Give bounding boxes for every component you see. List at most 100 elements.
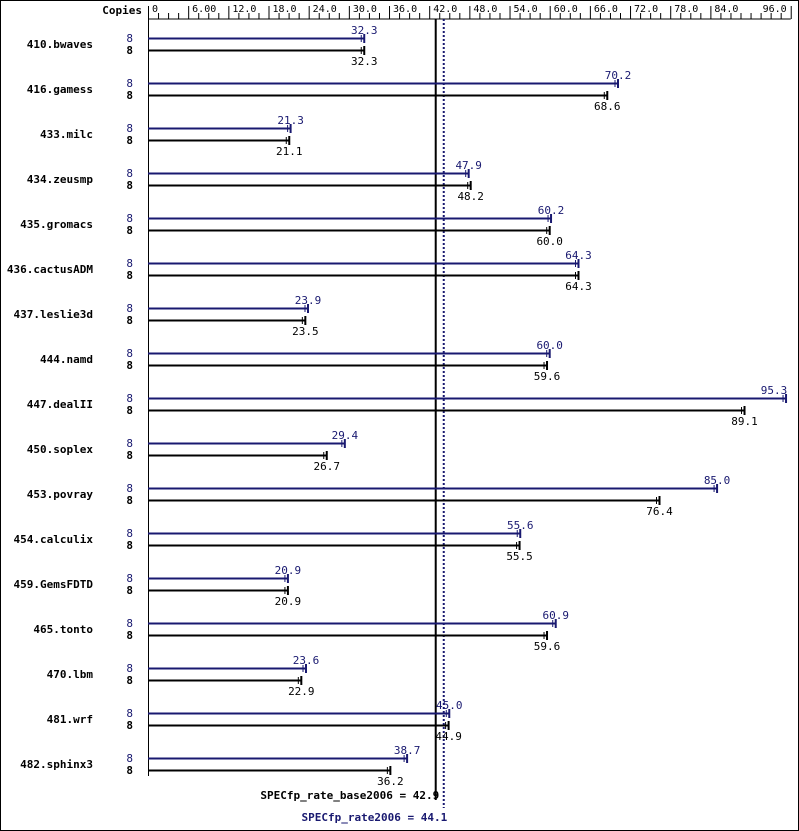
base-copies-label: 8: [126, 314, 133, 327]
x-tick-label: 54.0: [514, 4, 538, 15]
base-value-label: 26.7: [314, 460, 341, 473]
base-value-label: 36.2: [377, 775, 404, 788]
peak-copies-label: 8: [126, 302, 133, 315]
peak-value-label: 45.0: [436, 699, 463, 712]
base-copies-label: 8: [126, 494, 133, 507]
x-tick-label: 84.0: [714, 4, 738, 15]
benchmark-label: 416.gamess: [27, 83, 93, 96]
peak-value-label: 95.3: [761, 384, 788, 397]
benchmark-label: 436.cactusADM: [7, 263, 93, 276]
x-tick-label: 6.00: [192, 4, 216, 15]
copies-header: Copies: [102, 4, 142, 17]
base-value-label: 23.5: [292, 325, 319, 338]
base-copies-label: 8: [126, 269, 133, 282]
base-value-label: 64.3: [565, 280, 592, 293]
benchmark-label: 447.dealII: [27, 398, 93, 411]
peak-value-label: 38.7: [394, 744, 421, 757]
peak-copies-label: 8: [126, 482, 133, 495]
base-value-label: 59.6: [534, 370, 561, 383]
base-value-label: 76.4: [646, 505, 673, 518]
base-value-label: 21.1: [276, 145, 303, 158]
x-tick-label: 24.0: [313, 4, 337, 15]
peak-copies-label: 8: [126, 122, 133, 135]
peak-copies-label: 8: [126, 212, 133, 225]
peak-copies-label: 8: [126, 392, 133, 405]
x-tick-label: 0: [152, 4, 158, 15]
peak-copies-label: 8: [126, 77, 133, 90]
base-copies-label: 8: [126, 224, 133, 237]
peak-value-label: 23.9: [295, 294, 322, 307]
benchmark-label: 434.zeusmp: [27, 173, 94, 186]
base-value-label: 68.6: [594, 100, 621, 113]
base-copies-label: 8: [126, 449, 133, 462]
base-value-label: 22.9: [288, 685, 315, 698]
base-value-label: 20.9: [275, 595, 302, 608]
peak-reference-caption: SPECfp_rate2006 = 44.1: [302, 811, 448, 824]
benchmark-label: 482.sphinx3: [20, 758, 93, 771]
base-copies-label: 8: [126, 404, 133, 417]
base-value-label: 89.1: [731, 415, 758, 428]
base-value-label: 55.5: [506, 550, 533, 563]
peak-value-label: 64.3: [565, 249, 592, 262]
x-tick-label: 72.0: [634, 4, 658, 15]
x-tick-label: 60.0: [554, 4, 578, 15]
peak-copies-label: 8: [126, 167, 133, 180]
benchmark-label: 437.leslie3d: [14, 308, 93, 321]
peak-copies-label: 8: [126, 662, 133, 675]
benchmark-label: 459.GemsFDTD: [14, 578, 94, 591]
x-tick-label: 30.0: [353, 4, 377, 15]
peak-value-label: 55.6: [507, 519, 534, 532]
peak-value-label: 60.9: [542, 609, 569, 622]
peak-value-label: 29.4: [332, 429, 359, 442]
x-tick-label: 96.0: [763, 4, 787, 15]
x-tick-label: 18.0: [273, 4, 297, 15]
benchmark-label: 433.milc: [40, 128, 93, 141]
peak-copies-label: 8: [126, 257, 133, 270]
base-copies-label: 8: [126, 179, 133, 192]
base-value-label: 32.3: [351, 55, 378, 68]
base-copies-label: 8: [126, 134, 133, 147]
base-copies-label: 8: [126, 539, 133, 552]
x-tick-label: 66.0: [594, 4, 618, 15]
base-value-label: 60.0: [536, 235, 563, 248]
base-copies-label: 8: [126, 719, 133, 732]
x-tick-label: 42.0: [433, 4, 457, 15]
base-value-label: 59.6: [534, 640, 561, 653]
base-copies-label: 8: [126, 359, 133, 372]
peak-copies-label: 8: [126, 707, 133, 720]
benchmark-label: 481.wrf: [47, 713, 93, 726]
peak-value-label: 60.2: [538, 204, 565, 217]
x-tick-label: 78.0: [674, 4, 698, 15]
base-value-label: 44.9: [435, 730, 462, 743]
peak-copies-label: 8: [126, 32, 133, 45]
base-copies-label: 8: [126, 629, 133, 642]
benchmark-label: 410.bwaves: [27, 38, 93, 51]
x-tick-label: 36.0: [393, 4, 417, 15]
peak-copies-label: 8: [126, 437, 133, 450]
peak-value-label: 60.0: [536, 339, 563, 352]
peak-value-label: 23.6: [293, 654, 320, 667]
benchmark-label: 454.calculix: [14, 533, 94, 546]
peak-copies-label: 8: [126, 572, 133, 585]
base-value-label: 48.2: [457, 190, 484, 203]
base-copies-label: 8: [126, 674, 133, 687]
peak-value-label: 32.3: [351, 24, 378, 37]
peak-copies-label: 8: [126, 347, 133, 360]
peak-value-label: 85.0: [704, 474, 731, 487]
peak-copies-label: 8: [126, 527, 133, 540]
benchmark-label: 453.povray: [27, 488, 94, 501]
benchmark-label: 435.gromacs: [20, 218, 93, 231]
benchmark-label: 450.soplex: [27, 443, 94, 456]
x-tick-label: 48.0: [473, 4, 497, 15]
base-copies-label: 8: [126, 44, 133, 57]
peak-copies-label: 8: [126, 617, 133, 630]
benchmark-label: 444.namd: [40, 353, 93, 366]
x-tick-label: 12.0: [232, 4, 256, 15]
peak-value-label: 70.2: [605, 69, 632, 82]
peak-value-label: 47.9: [455, 159, 482, 172]
base-copies-label: 8: [126, 764, 133, 777]
base-copies-label: 8: [126, 584, 133, 597]
